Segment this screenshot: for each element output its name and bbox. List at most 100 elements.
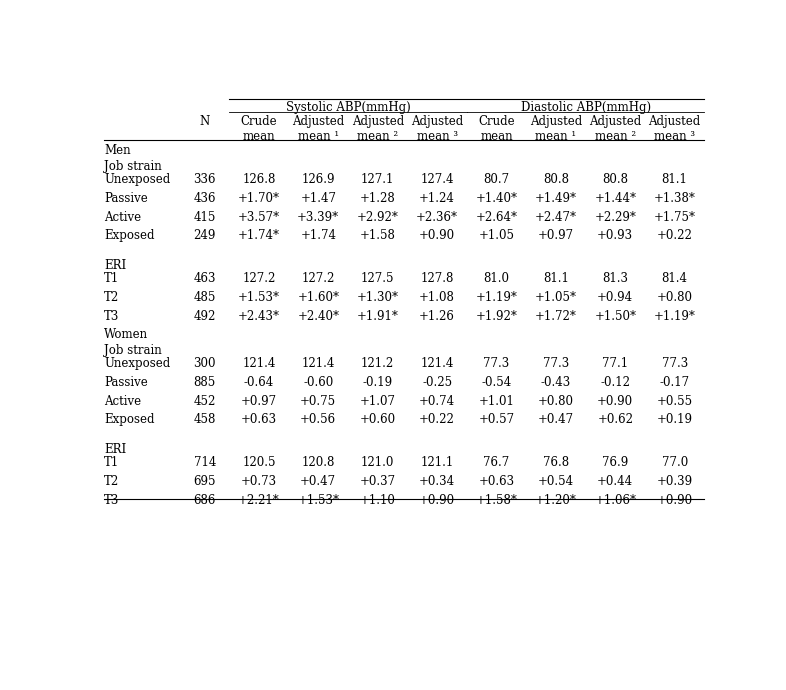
Text: +1.07: +1.07 (360, 395, 395, 408)
Text: +1.38*: +1.38* (654, 192, 696, 205)
Text: +2.64*: +2.64* (476, 210, 517, 224)
Text: 127.4: 127.4 (421, 173, 454, 186)
Text: 452: 452 (193, 395, 216, 408)
Text: 77.1: 77.1 (602, 357, 628, 371)
Text: +1.08: +1.08 (419, 291, 455, 304)
Text: -0.54: -0.54 (481, 376, 512, 389)
Text: +1.20*: +1.20* (535, 494, 577, 506)
Text: 120.8: 120.8 (302, 457, 335, 469)
Text: +0.54: +0.54 (538, 475, 574, 488)
Text: +1.01: +1.01 (479, 395, 514, 408)
Text: 885: 885 (193, 376, 216, 389)
Text: +1.10: +1.10 (360, 494, 395, 506)
Text: +0.73: +0.73 (241, 475, 277, 488)
Text: 76.8: 76.8 (543, 457, 569, 469)
Text: +2.40*: +2.40* (297, 310, 340, 323)
Text: Unexposed: Unexposed (105, 357, 171, 371)
Text: +1.58: +1.58 (360, 229, 395, 242)
Text: +2.47*: +2.47* (535, 210, 577, 224)
Text: +0.63: +0.63 (479, 475, 515, 488)
Text: +0.94: +0.94 (597, 291, 634, 304)
Text: +1.05: +1.05 (479, 229, 515, 242)
Text: 76.7: 76.7 (483, 457, 509, 469)
Text: 458: 458 (193, 413, 216, 426)
Text: Systolic ABP(mmHg): Systolic ABP(mmHg) (285, 101, 410, 114)
Text: +0.90: +0.90 (656, 494, 692, 506)
Text: +0.63: +0.63 (241, 413, 277, 426)
Text: 76.9: 76.9 (602, 457, 628, 469)
Text: +1.75*: +1.75* (654, 210, 696, 224)
Text: +1.26: +1.26 (419, 310, 455, 323)
Text: +0.93: +0.93 (597, 229, 634, 242)
Text: 81.3: 81.3 (602, 273, 628, 286)
Text: 415: 415 (193, 210, 216, 224)
Text: +1.70*: +1.70* (238, 192, 280, 205)
Text: 121.1: 121.1 (421, 457, 454, 469)
Text: 436: 436 (193, 192, 216, 205)
Text: -0.19: -0.19 (362, 376, 393, 389)
Text: -0.17: -0.17 (659, 376, 690, 389)
Text: +0.90: +0.90 (419, 229, 455, 242)
Text: +2.29*: +2.29* (594, 210, 636, 224)
Text: +0.44: +0.44 (597, 475, 634, 488)
Text: +0.80: +0.80 (656, 291, 692, 304)
Text: +1.53*: +1.53* (238, 291, 280, 304)
Text: Adjusted
mean ²: Adjusted mean ² (590, 115, 641, 143)
Text: 121.0: 121.0 (361, 457, 395, 469)
Text: +1.53*: +1.53* (297, 494, 340, 506)
Text: +1.60*: +1.60* (297, 291, 340, 304)
Text: 121.2: 121.2 (361, 357, 395, 371)
Text: 127.2: 127.2 (242, 273, 276, 286)
Text: 126.9: 126.9 (302, 173, 335, 186)
Text: +1.19*: +1.19* (476, 291, 517, 304)
Text: +0.56: +0.56 (300, 413, 336, 426)
Text: 81.0: 81.0 (483, 273, 509, 286)
Text: T1: T1 (105, 457, 119, 469)
Text: +0.97: +0.97 (241, 395, 277, 408)
Text: +1.50*: +1.50* (594, 310, 636, 323)
Text: ERI: ERI (105, 259, 127, 272)
Text: +0.75: +0.75 (300, 395, 336, 408)
Text: 127.1: 127.1 (361, 173, 395, 186)
Text: +1.24: +1.24 (419, 192, 455, 205)
Text: +0.60: +0.60 (360, 413, 396, 426)
Text: 120.5: 120.5 (242, 457, 276, 469)
Text: +0.90: +0.90 (597, 395, 634, 408)
Text: +1.74: +1.74 (300, 229, 336, 242)
Text: Unexposed: Unexposed (105, 173, 171, 186)
Text: 336: 336 (193, 173, 216, 186)
Text: 714: 714 (193, 457, 216, 469)
Text: +1.92*: +1.92* (476, 310, 517, 323)
Text: 121.4: 121.4 (302, 357, 335, 371)
Text: Crude
mean: Crude mean (478, 115, 515, 143)
Text: 80.7: 80.7 (483, 173, 509, 186)
Text: +0.34: +0.34 (419, 475, 455, 488)
Text: +1.30*: +1.30* (357, 291, 399, 304)
Text: +1.44*: +1.44* (594, 192, 636, 205)
Text: +2.21*: +2.21* (238, 494, 280, 506)
Text: ERI: ERI (105, 443, 127, 456)
Text: 77.3: 77.3 (543, 357, 569, 371)
Text: +1.58*: +1.58* (476, 494, 517, 506)
Text: +1.49*: +1.49* (535, 192, 577, 205)
Text: Adjusted
mean ³: Adjusted mean ³ (648, 115, 701, 143)
Text: +1.47: +1.47 (300, 192, 336, 205)
Text: +0.55: +0.55 (656, 395, 692, 408)
Text: 249: 249 (193, 229, 216, 242)
Text: 127.8: 127.8 (421, 273, 454, 286)
Text: N: N (200, 115, 210, 128)
Text: Exposed: Exposed (105, 413, 155, 426)
Text: 121.4: 121.4 (421, 357, 454, 371)
Text: -0.12: -0.12 (601, 376, 630, 389)
Text: 81.4: 81.4 (662, 273, 688, 286)
Text: Passive: Passive (105, 192, 148, 205)
Text: Passive: Passive (105, 376, 148, 389)
Text: +0.47: +0.47 (538, 413, 574, 426)
Text: -0.25: -0.25 (422, 376, 452, 389)
Text: 127.2: 127.2 (302, 273, 335, 286)
Text: 126.8: 126.8 (242, 173, 276, 186)
Text: +1.19*: +1.19* (654, 310, 696, 323)
Text: 463: 463 (193, 273, 216, 286)
Text: Adjusted
mean ¹: Adjusted mean ¹ (530, 115, 582, 143)
Text: T2: T2 (105, 475, 119, 488)
